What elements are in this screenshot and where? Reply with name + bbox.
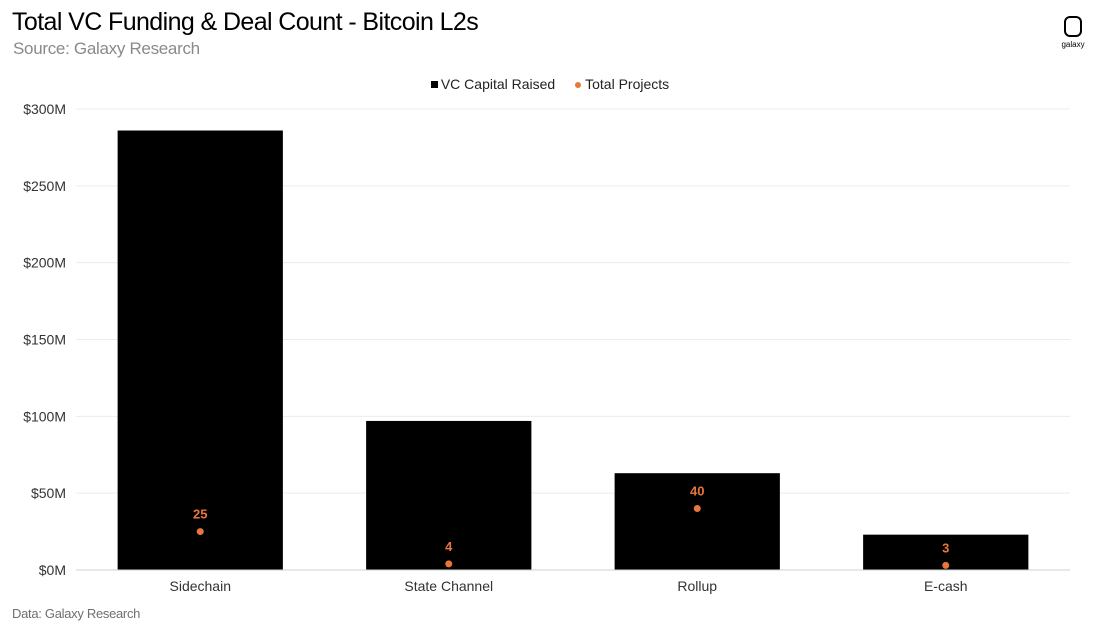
chart-legend: VC Capital Raised Total Projects [0, 75, 1100, 92]
bar-rollup [614, 473, 780, 570]
project-count-label: 4 [445, 539, 453, 554]
bar-state-channel [366, 420, 532, 570]
x-tick-label: State Channel [404, 578, 493, 594]
y-tick-label: $50M [31, 485, 66, 501]
legend-label-total-projects: Total Projects [585, 76, 670, 93]
galaxy-logo-text: galaxy [1061, 40, 1085, 49]
galaxy-logo-icon [1064, 16, 1082, 37]
legend-item-total-projects: Total Projects [575, 76, 669, 92]
project-count-label: 25 [193, 507, 207, 522]
y-tick-label: $300M [23, 101, 66, 117]
legend-swatch-bar [430, 81, 438, 89]
y-tick-label: $200M [23, 255, 66, 271]
y-tick-label: $150M [23, 332, 66, 348]
x-tick-label: E-cash [924, 578, 968, 594]
project-dot [693, 505, 701, 513]
project-dot [942, 561, 950, 569]
legend-swatch-dot [575, 81, 582, 88]
footer-note: Data: Galaxy Research [12, 606, 141, 621]
chart-subtitle: Source: Galaxy Research [13, 39, 200, 58]
legend-label-vc-capital: VC Capital Raised [440, 76, 556, 93]
y-tick-label: $0M [39, 562, 66, 578]
x-tick-label: Sidechain [170, 578, 232, 594]
y-tick-label: $250M [23, 178, 66, 194]
bar-sidechain [117, 130, 283, 570]
legend-item-vc-capital: VC Capital Raised [430, 76, 556, 93]
project-count-label: 3 [942, 540, 949, 555]
galaxy-logo: galaxy [1058, 14, 1090, 54]
project-dot [445, 560, 453, 568]
project-dot [196, 528, 204, 536]
chart-title: Total VC Funding & Deal Count - Bitcoin … [12, 8, 479, 36]
project-count-label: 40 [690, 484, 704, 499]
y-tick-label: $100M [23, 408, 66, 424]
x-tick-label: Rollup [677, 578, 717, 594]
